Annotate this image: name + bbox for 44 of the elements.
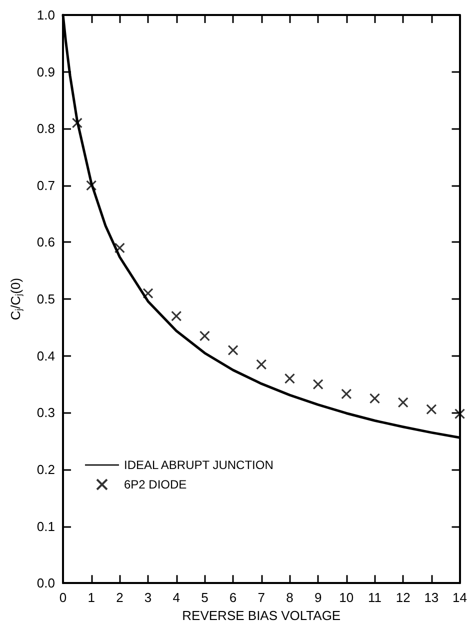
- y-tick-label: 0.6: [36, 234, 55, 250]
- point: [142, 288, 154, 299]
- point: [114, 242, 125, 254]
- point: [312, 378, 324, 390]
- y-tick-label: 1.0: [36, 8, 55, 22]
- x-tick-label: 2: [116, 590, 124, 606]
- point: [199, 330, 210, 342]
- legend-label: IDEAL ABRUPT JUNCTION: [124, 458, 274, 472]
- point: [284, 373, 296, 384]
- x-tick-label: 6: [229, 590, 237, 606]
- x-tick-label: 13: [424, 590, 439, 606]
- x-tick-label: 5: [201, 590, 208, 606]
- y-tick-label: 0.5: [36, 292, 55, 307]
- point: [369, 393, 380, 404]
- legend-label: 6P2 DIODE: [124, 478, 187, 492]
- y-tick-label: 0.7: [36, 178, 55, 193]
- point: [256, 359, 267, 370]
- x-tick-label: 0: [59, 590, 67, 606]
- point: [171, 310, 182, 322]
- x-tick-label: 11: [368, 590, 382, 606]
- y-axis-title: Cj/Cj(0): [8, 278, 24, 320]
- point: [454, 408, 466, 420]
- x-tick-label: 4: [172, 590, 180, 606]
- y-tick-label: 0.4: [36, 348, 55, 364]
- x-tick-label: 1: [88, 590, 95, 606]
- x-tick-label: 7: [258, 590, 265, 606]
- x-tick-label: 8: [286, 590, 294, 606]
- x-axis-title: REVERSE BIAS VOLTAGE: [182, 608, 341, 623]
- point: [228, 344, 238, 356]
- x-tick-label: 14: [452, 590, 468, 606]
- point: [426, 404, 437, 415]
- y-tick-label: 0.1: [36, 518, 55, 534]
- y-tick-label: 0.2: [36, 462, 55, 477]
- x-tick-label: 12: [396, 590, 410, 606]
- y-tick-label: 0.0: [36, 576, 55, 591]
- y-tick-label: 0.9: [36, 64, 55, 80]
- point: [86, 180, 97, 191]
- y-tick-label: 0.3: [36, 405, 55, 420]
- point: [341, 388, 352, 400]
- x-tick-label: 9: [314, 590, 322, 606]
- y-tick-label: 0.8: [36, 121, 55, 136]
- point: [398, 397, 408, 408]
- x-tick-label: 10: [339, 590, 354, 606]
- x-tick-label: 3: [144, 590, 152, 606]
